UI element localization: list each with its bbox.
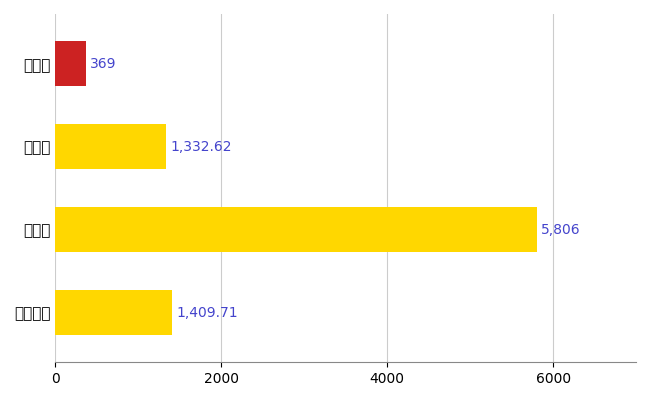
Bar [55,290,172,336]
Text: 5,806: 5,806 [541,223,581,237]
Text: 1,409.71: 1,409.71 [176,306,238,320]
Bar [55,124,166,170]
Text: 1,332.62: 1,332.62 [170,140,231,154]
Text: 369: 369 [90,57,116,71]
Bar [55,207,537,252]
Bar [55,41,86,86]
